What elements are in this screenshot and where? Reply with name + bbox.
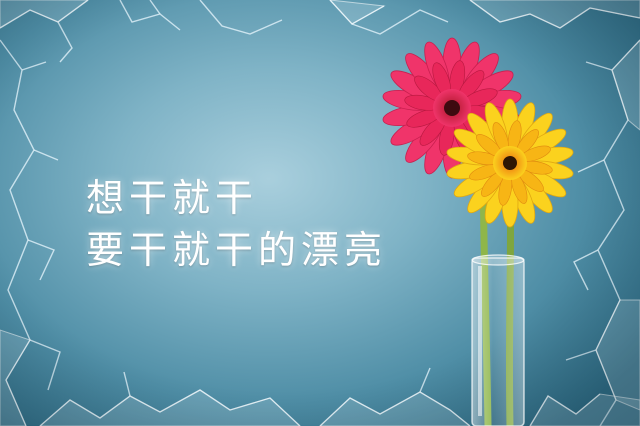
yellow-gerbera-icon (446, 98, 574, 228)
quote-line-2: 要干就干的漂亮 (86, 228, 388, 272)
red-gerbera-icon (382, 37, 522, 179)
quote-line-1: 想干就干 (86, 176, 259, 220)
quote-text: 想干就干 要干就干的漂亮 (86, 172, 387, 276)
glass-vase-icon (471, 254, 525, 426)
